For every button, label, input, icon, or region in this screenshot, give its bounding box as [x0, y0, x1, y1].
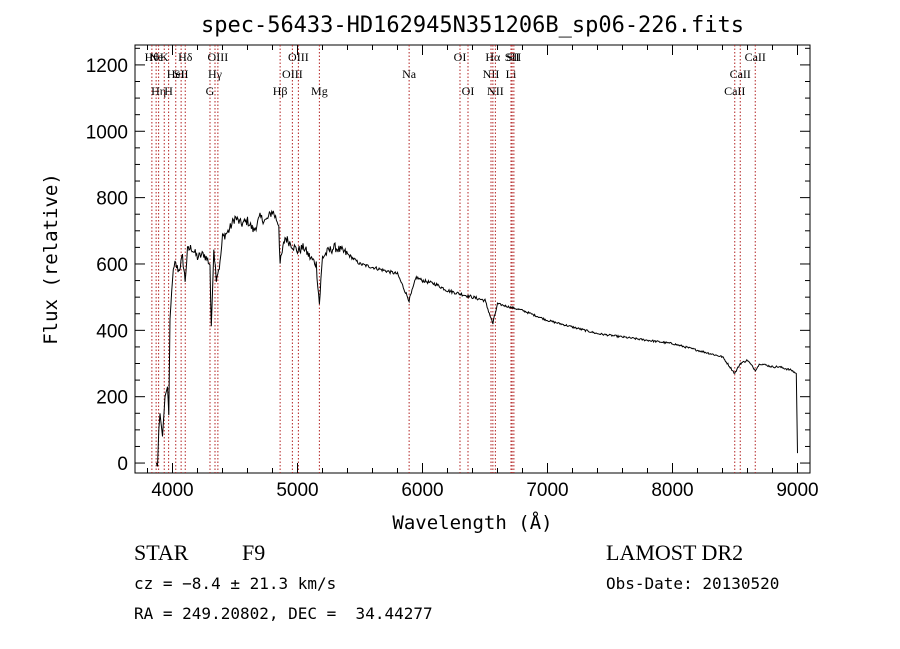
redshift-readout: cz = −8.4 ± 21.3 km/s	[134, 574, 337, 593]
x-tick-label: 9000	[776, 480, 818, 501]
x-axis-label: Wavelength (Å)	[392, 511, 552, 534]
line-marker-label: Mg	[311, 84, 328, 98]
line-marker-label: K	[160, 50, 169, 64]
line-marker-label: Ne	[149, 50, 163, 64]
y-tick-label: 1200	[86, 56, 128, 77]
survey-label: LAMOST DR2	[606, 540, 744, 565]
line-marker-label: CaII	[724, 84, 745, 98]
x-tick-label: 8000	[651, 480, 693, 501]
line-marker-label: OI	[462, 84, 475, 98]
line-marker-label: SII	[507, 50, 522, 64]
coordinates: RA = 249.20802, DEC = 34.44277	[134, 604, 433, 623]
line-marker-label: OIII	[282, 67, 303, 81]
y-tick-label: 200	[96, 388, 128, 409]
x-tick-label: 6000	[401, 480, 443, 501]
x-tick-label: 7000	[526, 480, 568, 501]
y-tick-label: 600	[96, 255, 128, 276]
line-marker-label: Hγ	[208, 67, 223, 81]
line-marker-label: Li	[506, 67, 517, 81]
line-marker-label: Hα	[485, 50, 501, 64]
line-marker-label: CaII	[730, 67, 751, 81]
y-tick-label: 0	[117, 454, 128, 475]
line-marker-label: NII	[487, 84, 504, 98]
plot-frame	[134, 44, 811, 474]
line-marker-label: OIII	[288, 50, 309, 64]
line-marker-label: Hβ	[273, 84, 288, 98]
line-marker-label: SII	[174, 67, 189, 81]
y-tick-label: 800	[96, 189, 128, 210]
object-class: STAR	[134, 540, 189, 565]
line-marker-label: Hδ	[178, 50, 193, 64]
line-marker-label: OI	[454, 50, 467, 64]
spectrum-plot: spec-56433-HD162945N351206B_sp06-226.fit…	[40, 13, 819, 534]
object-subclass: F9	[242, 540, 266, 565]
x-tick-label: 5000	[276, 480, 318, 501]
line-marker-label: G	[206, 84, 215, 98]
y-axis-label: Flux (relative)	[40, 173, 62, 345]
chart-title: spec-56433-HD162945N351206B_sp06-226.fit…	[201, 13, 744, 38]
line-marker-label: Na	[402, 67, 417, 81]
y-tick-label: 1000	[86, 122, 128, 143]
line-marker-label: NII	[483, 67, 500, 81]
line-marker-label: CaII	[745, 50, 766, 64]
line-marker-label: OIII	[208, 50, 229, 64]
obs-date: Obs-Date: 20130520	[606, 574, 780, 593]
line-marker-label: HeI	[167, 67, 185, 81]
line-marker-label: H	[164, 84, 173, 98]
spectrum-line	[155, 209, 798, 467]
line-marker-label: Hη	[151, 84, 166, 98]
line-marker-label: SII	[505, 50, 520, 64]
x-tick-label: 4000	[151, 480, 193, 501]
y-tick-label: 400	[96, 321, 128, 342]
